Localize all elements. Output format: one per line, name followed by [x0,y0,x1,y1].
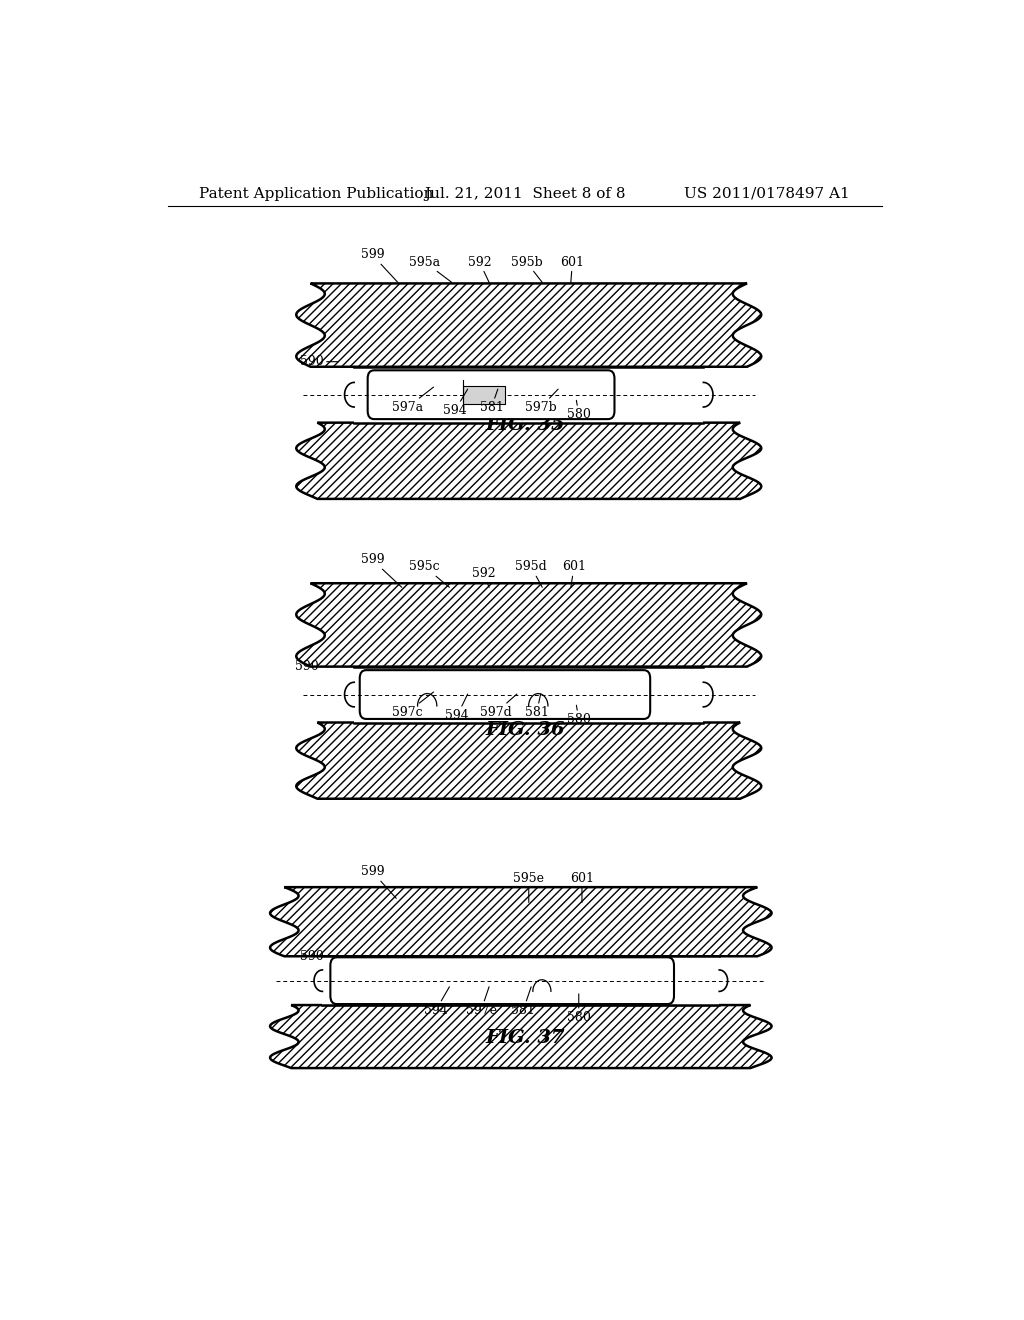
FancyBboxPatch shape [368,371,614,420]
Text: 599: 599 [360,866,396,899]
Text: US 2011/0178497 A1: US 2011/0178497 A1 [684,187,850,201]
FancyBboxPatch shape [331,957,674,1005]
Text: 580: 580 [567,994,591,1024]
Text: FIG. 35: FIG. 35 [485,416,564,434]
Polygon shape [296,583,761,667]
Text: 601: 601 [570,871,594,903]
FancyBboxPatch shape [359,671,650,719]
Text: 580: 580 [567,400,591,421]
Text: Patent Application Publication: Patent Application Publication [200,187,434,201]
Polygon shape [296,284,761,367]
Polygon shape [354,367,703,422]
Text: 590: 590 [300,355,338,368]
Text: 594: 594 [445,694,469,722]
Text: 597d: 597d [480,694,517,719]
Polygon shape [323,956,719,1005]
Text: 581: 581 [511,987,536,1016]
Text: 599: 599 [360,248,397,282]
Text: 601: 601 [562,561,586,587]
Text: 590: 590 [295,660,336,673]
Polygon shape [270,1005,772,1068]
Text: 592: 592 [472,566,496,587]
Text: 595e: 595e [513,871,545,903]
Text: 595d: 595d [515,561,547,587]
Text: 597b: 597b [524,389,558,414]
Text: 581: 581 [524,694,549,719]
Text: 597a: 597a [392,387,433,414]
Text: 601: 601 [560,256,585,282]
Text: 581: 581 [479,389,504,414]
Text: 594: 594 [443,389,468,417]
Text: 597c: 597c [392,692,433,719]
Text: 595b: 595b [511,256,543,282]
Polygon shape [463,385,505,404]
Polygon shape [270,887,772,956]
Polygon shape [296,722,761,799]
Text: 597e: 597e [466,987,497,1016]
Text: Jul. 21, 2011  Sheet 8 of 8: Jul. 21, 2011 Sheet 8 of 8 [424,187,626,201]
Polygon shape [354,667,703,722]
Text: FIG. 37: FIG. 37 [485,1028,564,1047]
Text: FIG. 36: FIG. 36 [485,721,564,739]
Text: 590: 590 [300,950,336,962]
Text: 595c: 595c [410,561,450,587]
Text: 580: 580 [567,705,591,726]
Text: 594: 594 [424,987,450,1016]
Text: 595a: 595a [410,256,452,282]
Text: 599: 599 [360,553,401,587]
Polygon shape [296,422,761,499]
Text: 592: 592 [468,256,492,282]
